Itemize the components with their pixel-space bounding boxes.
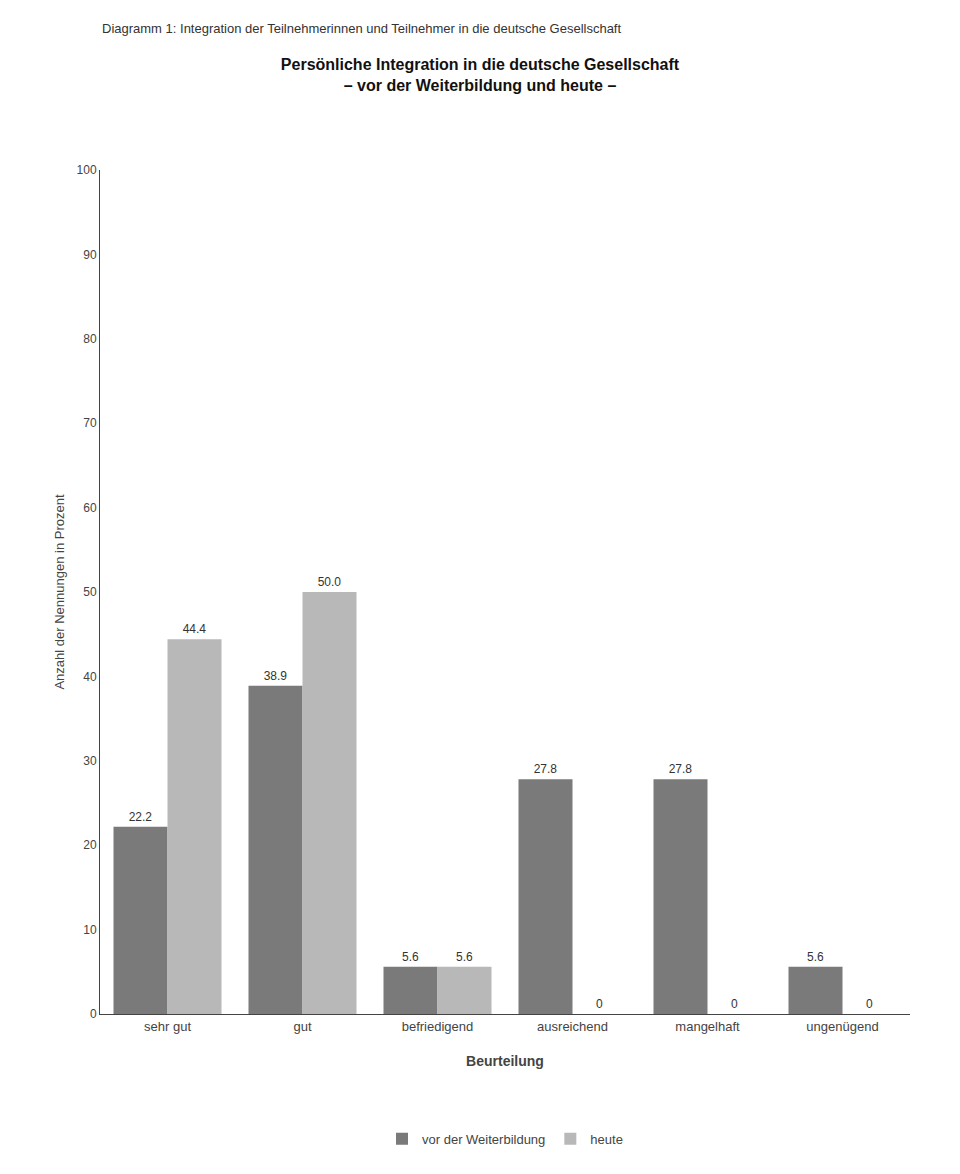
svg-text:80: 80: [83, 332, 97, 346]
svg-text:22.2: 22.2: [129, 810, 153, 824]
svg-text:Persönliche Integration in die: Persönliche Integration in die deutsche …: [281, 56, 680, 94]
svg-text:5.6: 5.6: [807, 950, 824, 964]
svg-text:60: 60: [83, 501, 97, 515]
svg-text:38.9: 38.9: [264, 669, 288, 683]
svg-text:0: 0: [596, 997, 603, 1011]
svg-text:ausreichend: ausreichend: [537, 1019, 608, 1034]
svg-text:ungenügend: ungenügend: [806, 1019, 878, 1034]
svg-text:gut: gut: [293, 1019, 311, 1034]
svg-text:Diagramm 1: Integration der Te: Diagramm 1: Integration der Teilnehmerin…: [102, 21, 621, 36]
svg-text:40: 40: [83, 670, 97, 684]
svg-text:90: 90: [83, 248, 97, 262]
svg-text:sehr gut: sehr gut: [144, 1019, 191, 1034]
svg-text:0: 0: [90, 1007, 97, 1021]
svg-text:44.4: 44.4: [183, 622, 207, 636]
svg-text:50: 50: [83, 585, 97, 599]
svg-text:Beurteilung: Beurteilung: [466, 1053, 544, 1069]
svg-text:5.6: 5.6: [402, 950, 419, 964]
svg-text:befriedigend: befriedigend: [402, 1019, 474, 1034]
svg-text:5.6: 5.6: [456, 950, 473, 964]
svg-text:20: 20: [83, 838, 97, 852]
svg-text:vor der Weiterbildung: vor der Weiterbildung: [422, 1132, 545, 1147]
svg-text:heute: heute: [590, 1132, 623, 1147]
svg-text:mangelhaft: mangelhaft: [675, 1019, 740, 1034]
svg-text:0: 0: [731, 997, 738, 1011]
svg-text:50.0: 50.0: [318, 575, 342, 589]
svg-text:Anzahl der Nennungen in Prozen: Anzahl der Nennungen in Prozent: [52, 494, 67, 690]
svg-text:27.8: 27.8: [534, 762, 558, 776]
svg-text:30: 30: [83, 754, 97, 768]
svg-text:10: 10: [83, 923, 97, 937]
svg-text:100: 100: [77, 163, 97, 177]
svg-text:0: 0: [866, 997, 873, 1011]
svg-text:27.8: 27.8: [669, 762, 693, 776]
svg-text:70: 70: [83, 416, 97, 430]
